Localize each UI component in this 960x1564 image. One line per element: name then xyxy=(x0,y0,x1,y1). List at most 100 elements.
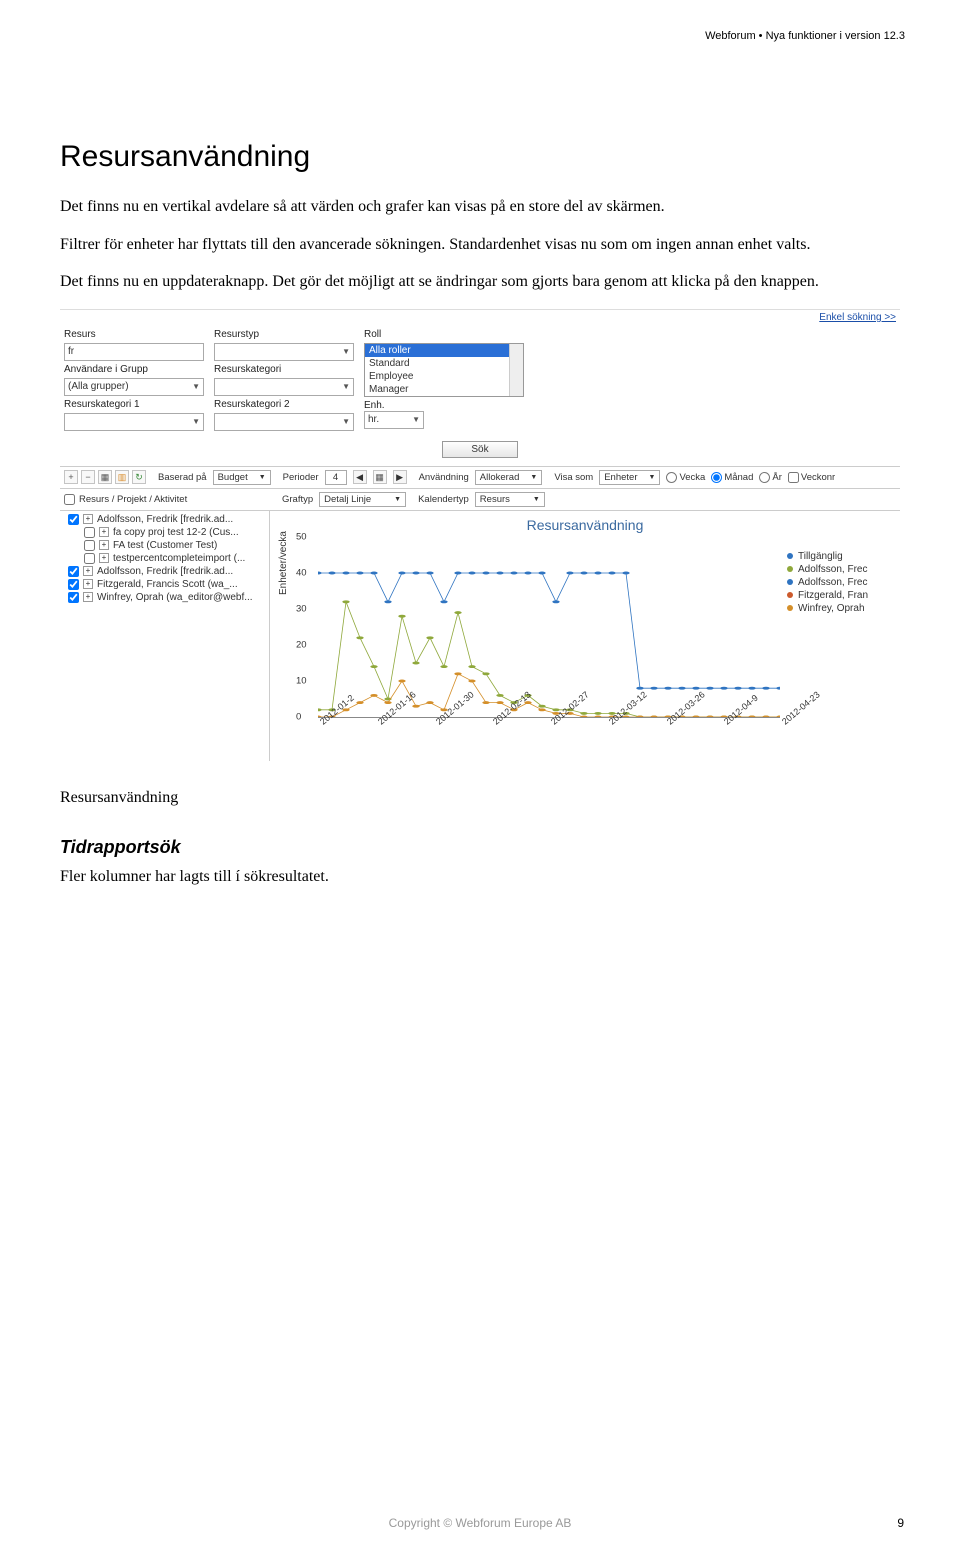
input-resurs[interactable]: fr xyxy=(64,343,204,361)
page-number: 9 xyxy=(897,1516,904,1530)
collapse-icon[interactable]: − xyxy=(81,470,95,484)
tree-checkbox[interactable] xyxy=(68,566,79,577)
roll-option-3[interactable]: Manager xyxy=(365,383,523,396)
label-kalendertyp: Kalendertyp xyxy=(418,494,469,505)
select-visasom[interactable]: Enheter▼ xyxy=(599,470,660,485)
chart-panel: Resursanvändning Enheter/vecka 010203040… xyxy=(270,511,900,761)
select-resurskat1[interactable]: ▼ xyxy=(64,413,204,431)
legend-label: Adolfsson, Frec xyxy=(798,577,867,588)
input-perioder[interactable]: 4 xyxy=(325,470,347,485)
expand-icon[interactable]: + xyxy=(83,592,93,602)
label-graftyp: Graftyp xyxy=(282,494,313,505)
legend-item: Tillgänglig xyxy=(786,551,898,562)
x-tick-label: 2012-04-23 xyxy=(780,689,822,726)
date-icon[interactable]: ▦ xyxy=(373,470,387,484)
chevron-down-icon: ▼ xyxy=(259,474,266,481)
tree-row[interactable]: + testpercentcompleteimport (... xyxy=(60,552,269,565)
y-tick-label: 30 xyxy=(296,603,307,614)
expand-icon[interactable]: + xyxy=(83,514,93,524)
figure-caption: Resursanvändning xyxy=(60,789,900,807)
tree-checkbox[interactable] xyxy=(68,514,79,525)
paragraph-4: Fler kolumner har lagts till í sökresult… xyxy=(60,866,900,888)
bar-chart-icon[interactable]: ▥ xyxy=(115,470,129,484)
select-resurstyp[interactable]: ▼ xyxy=(214,343,354,361)
paragraph-1: Det finns nu en vertikal avdelare så att… xyxy=(60,196,900,218)
select-kalendertyp[interactable]: Resurs▼ xyxy=(475,492,545,507)
expand-icon[interactable]: + xyxy=(83,579,93,589)
label-resurs: Resurs xyxy=(64,329,204,340)
tree-row[interactable]: +Fitzgerald, Francis Scott (wa_... xyxy=(60,578,269,591)
label-resurskat: Resurskategori xyxy=(214,364,354,375)
select-resurskat[interactable]: ▼ xyxy=(214,378,354,396)
legend-label: Fitzgerald, Fran xyxy=(798,590,868,601)
tree-checkbox[interactable] xyxy=(84,527,95,538)
legend-item: Adolfsson, Frec xyxy=(786,577,898,588)
label-resurskat2: Resurskategori 2 xyxy=(214,399,354,410)
chart-title: Resursanvändning xyxy=(270,517,900,533)
chevron-down-icon: ▼ xyxy=(192,382,200,391)
checkbox-veckonr[interactable]: Veckonr xyxy=(788,472,835,483)
select-anvandning[interactable]: Allokerad▼ xyxy=(475,470,543,485)
label-enh: Enh. xyxy=(364,400,424,411)
page-footer: Copyright © Webforum Europe AB xyxy=(0,1516,960,1530)
label-anvandning: Användning xyxy=(419,472,469,483)
tree-label: testpercentcompleteimport (... xyxy=(113,553,245,564)
chevron-down-icon: ▼ xyxy=(342,347,350,356)
tree-row[interactable]: + FA test (Customer Test) xyxy=(60,539,269,552)
simple-search-link[interactable]: Enkel sökning >> xyxy=(60,310,900,325)
y-tick-label: 10 xyxy=(296,675,307,686)
radio-vecka[interactable]: Vecka xyxy=(666,472,705,483)
roll-option-1[interactable]: Standard xyxy=(365,357,523,370)
search-panel: Resurs fr Användare i Grupp (Alla gruppe… xyxy=(60,325,900,437)
radio-ar[interactable]: År xyxy=(759,472,782,483)
grid-icon[interactable]: ▦ xyxy=(98,470,112,484)
expand-icon[interactable]: + xyxy=(64,470,78,484)
y-tick-label: 20 xyxy=(296,639,307,650)
select-resurskat2[interactable]: ▼ xyxy=(214,413,354,431)
listbox-roll[interactable]: Alla roller Standard Employee Manager xyxy=(364,343,524,397)
tree-row[interactable]: + Winfrey, Oprah (wa_editor@webf... xyxy=(60,591,269,604)
paragraph-3: Det finns nu en uppdateraknapp. Det gör … xyxy=(60,271,900,293)
paragraph-2: Filtrer för enheter har flyttats till de… xyxy=(60,234,900,256)
tree-row[interactable]: +Adolfsson, Fredrik [fredrik.ad... xyxy=(60,513,269,526)
search-button[interactable]: Sök xyxy=(442,441,517,458)
tree-checkbox[interactable] xyxy=(68,592,79,603)
expand-icon[interactable]: + xyxy=(99,553,109,563)
legend-item: Adolfsson, Frec xyxy=(786,564,898,575)
y-axis-label: Enheter/vecka xyxy=(278,531,289,595)
legend-label: Tillgänglig xyxy=(798,551,843,562)
prev-button[interactable]: ◀ xyxy=(353,470,367,484)
tree-checkbox[interactable] xyxy=(68,579,79,590)
next-button[interactable]: ▶ xyxy=(393,470,407,484)
select-anvgrupp[interactable]: (Alla grupper)▼ xyxy=(64,378,204,396)
tree-checkbox[interactable] xyxy=(84,553,95,564)
radio-manad[interactable]: Månad xyxy=(711,472,753,483)
tree-row[interactable]: +fa copy proj test 12-2 (Cus... xyxy=(60,526,269,539)
label-perioder: Perioder xyxy=(283,472,319,483)
chevron-down-icon: ▼ xyxy=(342,417,350,426)
expand-icon[interactable]: + xyxy=(99,527,109,537)
tree-select-all[interactable] xyxy=(64,494,75,505)
chevron-down-icon: ▼ xyxy=(412,415,420,424)
tree-label: Winfrey, Oprah (wa_editor@webf... xyxy=(97,592,253,603)
tree-label: FA test (Customer Test) xyxy=(113,540,217,551)
tree-checkbox[interactable] xyxy=(84,540,95,551)
label-baserad: Baserad på xyxy=(158,472,207,483)
select-enh[interactable]: hr.▼ xyxy=(364,411,424,429)
expand-icon[interactable]: + xyxy=(99,540,109,550)
resource-tree: +Adolfsson, Fredrik [fredrik.ad...+fa co… xyxy=(60,511,270,761)
roll-option-0[interactable]: Alla roller xyxy=(365,344,523,357)
expand-icon[interactable]: + xyxy=(83,566,93,576)
tree-row[interactable]: +Adolfsson, Fredrik [fredrik.ad... xyxy=(60,565,269,578)
select-graftyp[interactable]: Detalj Linje▼ xyxy=(319,492,406,507)
toolbar-row-2: Resurs / Projekt / Aktivitet Graftyp Det… xyxy=(60,489,900,511)
legend-item: Winfrey, Oprah xyxy=(786,603,898,614)
chart-legend: Tillgänglig Adolfsson, Frec Adolfsson, Fre… xyxy=(786,551,898,616)
scrollbar[interactable] xyxy=(509,344,523,396)
select-baserad[interactable]: Budget▼ xyxy=(213,470,271,485)
y-tick-label: 0 xyxy=(296,711,301,722)
roll-option-2[interactable]: Employee xyxy=(365,370,523,383)
label-roll: Roll xyxy=(364,329,524,340)
chevron-down-icon: ▼ xyxy=(530,474,537,481)
refresh-icon[interactable]: ↻ xyxy=(132,470,146,484)
